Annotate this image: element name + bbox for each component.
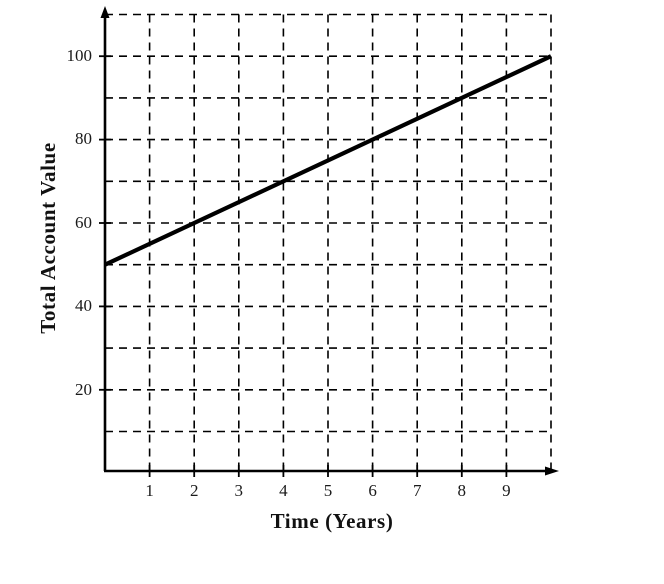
x-tick-label-8: 8	[457, 481, 467, 500]
vertical-gridlines	[148, 14, 552, 471]
horizontal-gridlines	[105, 13, 551, 433]
x-tick-label-9: 9	[502, 481, 511, 500]
x-axis-arrowhead-icon	[545, 466, 559, 476]
x-tick-label-3: 3	[234, 481, 244, 500]
x-tick-label-2: 2	[189, 481, 199, 500]
series-line	[104, 54, 552, 267]
y-axis-arrowhead-icon	[100, 6, 110, 18]
y-tick-label-40: 40	[75, 296, 92, 315]
x-tick-label-7: 7	[412, 481, 422, 500]
y-axis-title: Total Account Value	[36, 142, 60, 334]
x-tick-label-5: 5	[323, 481, 333, 500]
y-axis-title-container: Total Account Value	[36, 88, 66, 388]
y-tick-label-100: 100	[66, 46, 93, 65]
y-tick-label-60: 60	[75, 213, 92, 232]
x-tick-label-1: 1	[145, 481, 154, 500]
x-tick-label-4: 4	[279, 481, 288, 500]
x-axis	[104, 466, 559, 476]
y-tick-label-20: 20	[75, 380, 92, 399]
data-series-total-account-value	[104, 54, 552, 267]
y-tick-label-80: 80	[75, 129, 92, 148]
x-tick-label-6: 6	[368, 481, 377, 500]
y-axis	[100, 6, 110, 471]
x-axis-title: Time (Years)	[270, 509, 394, 533]
